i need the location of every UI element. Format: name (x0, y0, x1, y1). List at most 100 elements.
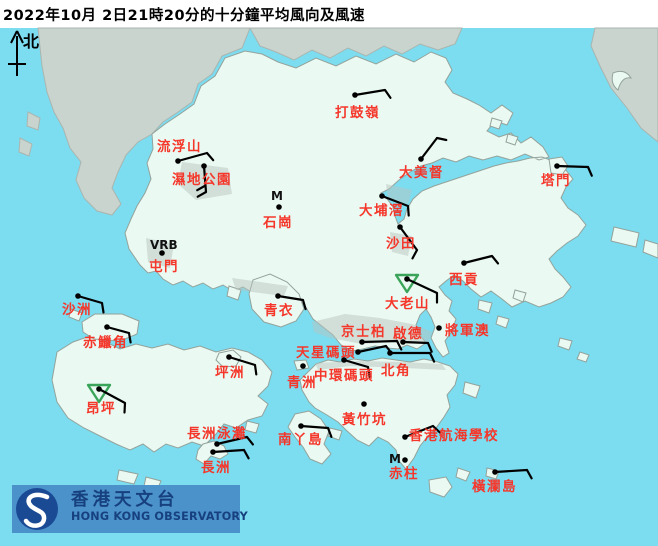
north-label: 北 (23, 32, 39, 51)
wind-barb (353, 88, 392, 99)
station-label: 長洲泳灘 (187, 425, 247, 442)
wind-barb (380, 194, 410, 217)
station-dot (104, 324, 110, 330)
wind-barb (227, 355, 258, 376)
station-dot (226, 354, 232, 360)
wind-barb (97, 387, 127, 414)
station-label: 沙田 (386, 236, 416, 252)
station-label: 塔門 (541, 172, 571, 189)
crescent-island (611, 70, 633, 91)
station-chek-lap-kok: 赤鱲角 (83, 324, 132, 351)
shenzhen-islet (26, 111, 41, 131)
sha-chau-islet (68, 308, 83, 322)
station-label: 京士柏 (341, 323, 386, 340)
wind-barb (342, 358, 371, 378)
station-dot (159, 250, 165, 256)
station-wong-chuk-hang: 黃竹坑 (341, 401, 387, 428)
station-green-island: 青洲 (287, 363, 316, 391)
station-dot (75, 293, 81, 299)
station-dot (554, 163, 560, 169)
station-dot (275, 293, 281, 299)
hill-triangle-icon (394, 273, 420, 294)
wind-barb (276, 294, 307, 311)
station-tap-mun: 塔門 (541, 163, 593, 189)
hill-triangle-icon (86, 383, 112, 404)
tsuen-wan-urban-area (232, 278, 288, 296)
station-kings-park: 京士柏 (341, 323, 403, 351)
station-dot (214, 441, 220, 447)
station-ngong-ping: 昂坪 (86, 383, 127, 417)
logo-english-name: HONG KONG OBSERVATORY (71, 510, 249, 523)
station-dot (298, 423, 304, 429)
station-dot (404, 276, 410, 282)
kowloon-urban-area (312, 314, 432, 344)
station-label: 濕地公園 (172, 171, 232, 188)
ninepin-islet (557, 337, 573, 351)
station-label: 流浮山 (157, 138, 202, 155)
station-label: 大埔滘 (359, 202, 404, 219)
station-label: 西貢 (449, 272, 479, 288)
station-north-point: 北角 (381, 350, 436, 379)
lamma-island-shape (287, 410, 332, 465)
wind-barb (419, 136, 448, 161)
double-haven-islet (489, 117, 503, 130)
station-label: 黃竹坑 (341, 411, 387, 428)
station-dot (461, 260, 467, 266)
station-sha-chau: 沙洲 (62, 293, 105, 318)
wind-barb (398, 225, 419, 260)
wind-barb (215, 435, 254, 446)
station-dot (300, 363, 306, 369)
shenzhen-islet (18, 137, 33, 157)
po-toi-islands (428, 476, 453, 498)
station-label: 青衣 (264, 302, 294, 319)
wind-barb (401, 340, 433, 353)
station-dot (210, 449, 216, 455)
station-label: 天星碼頭 (296, 345, 356, 361)
station-label: 北角 (381, 362, 411, 379)
wind-flag-m: M (271, 189, 283, 203)
wind-flag-m: M (389, 452, 401, 466)
station-label: 赤鱲角 (83, 334, 128, 351)
station-ta-kwu-ling: 打鼓嶺 (335, 88, 392, 121)
station-dot (96, 386, 102, 392)
hei-ling-chau-island (244, 420, 260, 434)
wind-barb (388, 351, 436, 363)
station-dot (201, 163, 207, 169)
station-label: 沙洲 (62, 302, 92, 318)
station-dot (276, 204, 282, 210)
double-haven-islet (505, 133, 519, 146)
station-label: 打鼓嶺 (335, 104, 380, 121)
station-dot (352, 92, 358, 98)
station-dot (359, 339, 365, 345)
mirs-bay-island (642, 239, 658, 259)
station-shek-kong: M 石崗 (262, 189, 293, 231)
hong-kong-island (299, 357, 459, 470)
station-tuen-mun: VRB 屯門 (149, 238, 179, 275)
station-dot (355, 349, 361, 355)
sha-tin-urban-area (390, 232, 412, 256)
station-dot (387, 350, 393, 356)
station-label: 啟德 (393, 325, 423, 342)
station-label: 屯門 (149, 258, 179, 275)
wind-flag-vrb: VRB (150, 238, 178, 252)
station-dot (397, 224, 403, 230)
wind-barb (76, 294, 105, 314)
wind-barb (105, 325, 132, 344)
wind-barb (493, 468, 533, 480)
station-stanley: M赤柱 (389, 452, 418, 482)
station-dot (492, 469, 498, 475)
station-dot (341, 357, 347, 363)
station-label: 石崗 (262, 214, 293, 231)
soko-islet (116, 469, 139, 485)
wind-barb (211, 448, 250, 460)
station-label: 大美督 (399, 164, 444, 181)
station-label: 坪洲 (215, 365, 245, 381)
hko-logo-banner: 香港天文台 HONG KONG OBSERVATORY (12, 485, 249, 533)
station-kai-tak: 啟德 (393, 325, 433, 353)
station-peng-chau: 坪洲 (215, 354, 258, 381)
station-dot (400, 339, 406, 345)
station-dot (379, 193, 385, 199)
